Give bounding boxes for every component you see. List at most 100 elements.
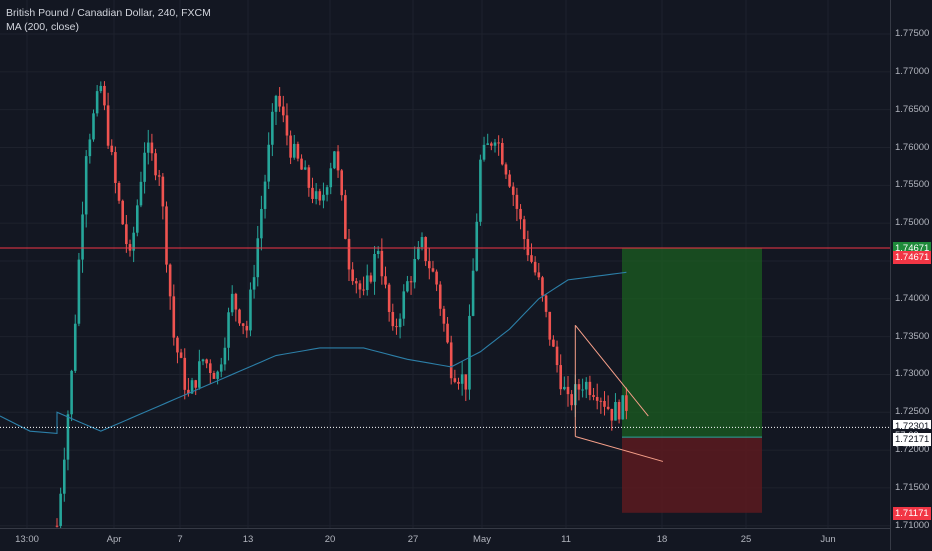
- time-tick-label: 13:00: [15, 534, 39, 545]
- candle-body: [230, 293, 234, 313]
- candle-body: [464, 374, 468, 390]
- time-tick-label: May: [473, 534, 491, 545]
- wedge-lower-line: [575, 435, 664, 462]
- candle-body: [511, 186, 515, 195]
- candle-body: [508, 174, 511, 187]
- candle-body: [278, 95, 281, 107]
- candle-body: [136, 205, 139, 233]
- price-tick-label: 1.75000: [895, 217, 930, 229]
- candle-body: [271, 111, 274, 145]
- falling-wedge-drawing[interactable]: [574, 324, 664, 462]
- candle-body: [322, 194, 325, 201]
- candle-body: [526, 239, 530, 256]
- candle-body: [256, 238, 260, 278]
- price-tick-label: 1.71500: [895, 481, 930, 493]
- candle-body: [194, 380, 197, 388]
- price-tick-label: 1.74000: [895, 292, 930, 304]
- candle-body: [380, 250, 384, 277]
- candle-body: [446, 323, 449, 343]
- candle-body: [406, 281, 409, 292]
- candle-body: [73, 323, 77, 371]
- candle-body: [625, 395, 628, 411]
- candle-body: [621, 395, 625, 420]
- candle-body: [318, 191, 322, 201]
- candle-body: [201, 359, 205, 362]
- candle-body: [617, 402, 621, 420]
- candle-body: [599, 400, 603, 402]
- price-tick-label: 1.76500: [895, 103, 930, 115]
- candle-body: [376, 250, 380, 255]
- candle-body: [355, 281, 358, 284]
- candle-body: [95, 91, 99, 114]
- candle-body: [183, 357, 187, 390]
- time-tick-label: 20: [324, 534, 336, 545]
- candle-body: [449, 342, 453, 379]
- price-tick-label: 1.72000: [895, 444, 930, 456]
- candle-body: [581, 389, 584, 391]
- candle-body: [249, 289, 252, 331]
- candle-body: [460, 374, 464, 384]
- candle-body: [55, 525, 59, 527]
- candle-body: [146, 142, 150, 153]
- candle-body: [227, 312, 230, 348]
- candle-body: [245, 325, 249, 331]
- candle-body: [482, 144, 486, 160]
- candle-body: [362, 289, 365, 291]
- time-tick-label: 7: [177, 534, 183, 545]
- candle-body: [165, 206, 168, 265]
- candle-body: [344, 195, 347, 239]
- candle-body: [241, 323, 245, 326]
- candle-body: [292, 143, 296, 158]
- price-axis[interactable]: 1.77500 1.77000 1.76500 1.76000 1.75500 1.750…: [890, 0, 932, 550]
- candle-body: [486, 143, 489, 145]
- candle-body: [154, 153, 157, 176]
- candle-body: [212, 372, 216, 379]
- candlestick-series: [55, 81, 628, 528]
- candle-body: [114, 152, 117, 183]
- candle-body: [216, 371, 219, 379]
- candle-body: [577, 384, 581, 390]
- candle-body: [606, 406, 610, 409]
- candle-body: [365, 275, 369, 291]
- candle-body: [132, 232, 135, 251]
- candle-body: [497, 142, 500, 144]
- candle-body: [402, 291, 406, 319]
- candle-body: [533, 261, 537, 273]
- candle-body: [570, 394, 573, 406]
- candle-body: [537, 272, 541, 278]
- ma-200-line: [0, 271, 627, 435]
- candle-body: [522, 219, 526, 240]
- candle-body: [176, 337, 179, 353]
- candle-body: [409, 281, 413, 283]
- candle-body: [260, 208, 263, 239]
- candle-body: [66, 414, 70, 460]
- candle-body: [263, 181, 267, 209]
- candle-body: [398, 318, 402, 328]
- indicator-label[interactable]: MA (200, close): [6, 21, 79, 33]
- price-chart[interactable]: [0, 0, 890, 528]
- candle-body: [110, 145, 114, 153]
- candle-body: [457, 381, 460, 384]
- candle-body: [595, 396, 599, 401]
- candle-body: [59, 493, 62, 526]
- candle-body: [555, 346, 559, 366]
- candle-body: [435, 271, 438, 285]
- time-axis[interactable]: 13:00 Apr 7 13 20 27 May 11 18 25 Jun: [0, 528, 890, 551]
- candle-body: [307, 167, 311, 188]
- price-tag-entry: 1.72171: [893, 433, 931, 447]
- candle-body: [84, 156, 88, 215]
- candle-body: [369, 275, 373, 282]
- candle-body: [552, 339, 555, 347]
- price-tick-label: 1.76000: [895, 141, 930, 153]
- candle-body: [139, 181, 143, 206]
- candle-body: [205, 359, 208, 364]
- price-tick-label: 1.77500: [895, 28, 930, 40]
- time-tick-label: 25: [740, 534, 752, 545]
- candle-body: [479, 159, 482, 222]
- time-tick-label: 11: [561, 534, 571, 545]
- candle-body: [238, 309, 241, 324]
- candle-body: [198, 361, 201, 388]
- candle-body: [559, 365, 562, 390]
- symbol-title[interactable]: British Pound / Canadian Dollar, 240, FX…: [6, 7, 211, 19]
- candle-body: [179, 352, 183, 358]
